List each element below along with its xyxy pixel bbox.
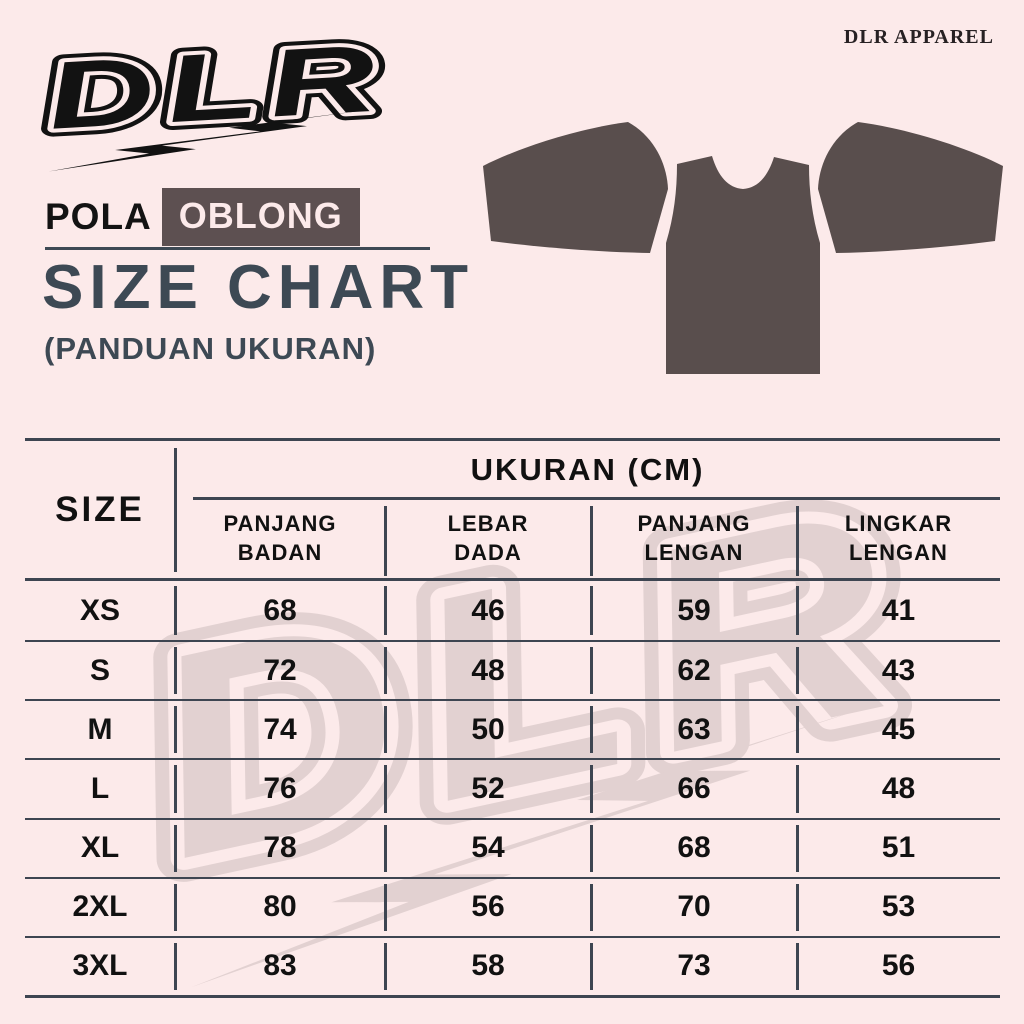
table-cell: 80: [174, 879, 385, 936]
table-cell: 83: [174, 938, 385, 995]
page-title: SIZE CHART: [42, 253, 474, 322]
table-cell: 46: [384, 581, 591, 640]
table-cell: 43: [796, 642, 1000, 699]
column-header-label: PANJANG BADAN: [223, 511, 337, 565]
column-header: LEBAR DADA: [384, 500, 591, 578]
table-cell: 56: [796, 938, 1000, 995]
group-header-underline: [193, 497, 1000, 500]
table-row: M 74 50 63 45: [25, 699, 1000, 758]
table-cell: 50: [384, 701, 591, 758]
table-cell: 53: [796, 879, 1000, 936]
table-cell: 74: [174, 701, 385, 758]
column-header: PANJANG LENGAN: [590, 500, 797, 578]
table-cell: 63: [590, 701, 797, 758]
table-cell: 68: [174, 581, 385, 640]
column-header-label: LINGKAR LENGAN: [844, 511, 953, 565]
table-cell: 48: [384, 642, 591, 699]
table-cell: 68: [590, 820, 797, 877]
left-sleeve-shape: [483, 122, 668, 253]
column-header-label: PANJANG LENGAN: [637, 511, 751, 565]
table-cell: 76: [174, 760, 385, 817]
table-row: L 76 52 66 48: [25, 758, 1000, 817]
table-row: 2XL 80 56 70 53: [25, 876, 1000, 936]
column-divider: [174, 448, 177, 572]
table-cell: 51: [796, 820, 1000, 877]
column-header-label: LEBAR DADA: [447, 511, 529, 565]
column-header: LINGKAR LENGAN: [796, 500, 1000, 578]
brand-label: DLR APPAREL: [843, 26, 994, 48]
dlr-logo: [18, 32, 390, 182]
sub-headers: PANJANG BADAN LEBAR DADA PANJANG LENGAN …: [175, 500, 1000, 578]
size-label: XL: [80, 831, 120, 865]
table-cell: 48: [796, 760, 1000, 817]
page-subtitle: (PANDUAN UKURAN): [44, 331, 377, 366]
size-label: L: [90, 771, 110, 805]
size-column-header: SIZE: [55, 489, 145, 529]
table-cell: 73: [590, 938, 797, 995]
table-cell: 70: [590, 879, 797, 936]
table-cell: 58: [384, 938, 591, 995]
table-row: 3XL 83 58 73 56: [25, 935, 1000, 995]
size-table: SIZE UKURAN (CM) PANJANG BADAN LEBAR DAD…: [25, 438, 1000, 998]
size-label: S: [89, 653, 110, 687]
divider-line: [45, 247, 430, 250]
table-header: SIZE UKURAN (CM) PANJANG BADAN LEBAR DAD…: [25, 441, 1000, 581]
table-row: XL 78 54 68 51: [25, 817, 1000, 877]
size-label: 2XL: [72, 890, 128, 924]
pola-label: POLA: [45, 196, 152, 237]
right-sleeve-shape: [818, 122, 1003, 253]
pattern-type-row: POLA OBLONG: [45, 188, 360, 246]
table-cell: 59: [590, 581, 797, 640]
table-cell: 56: [384, 879, 591, 936]
group-header: UKURAN (CM): [470, 452, 705, 487]
table-cell: 41: [796, 581, 1000, 640]
table-row: S 72 48 62 43: [25, 640, 1000, 699]
size-label: 3XL: [72, 949, 128, 983]
tshirt-pattern-illustration: [483, 122, 1003, 374]
body-shape: [666, 156, 820, 374]
table-cell: 52: [384, 760, 591, 817]
table-cell: 54: [384, 820, 591, 877]
column-header: PANJANG BADAN: [175, 500, 385, 578]
size-label: XS: [79, 593, 121, 627]
table-cell: 72: [174, 642, 385, 699]
table-row: XS 68 46 59 41: [25, 581, 1000, 640]
table-cell: 66: [590, 760, 797, 817]
table-cell: 45: [796, 701, 1000, 758]
table-body: XS 68 46 59 41 S 72 48 62 43 M 74 50 63 …: [25, 581, 1000, 995]
size-label: M: [87, 712, 113, 746]
pola-badge: OBLONG: [161, 188, 360, 246]
table-cell: 62: [590, 642, 797, 699]
table-cell: 78: [174, 820, 385, 877]
